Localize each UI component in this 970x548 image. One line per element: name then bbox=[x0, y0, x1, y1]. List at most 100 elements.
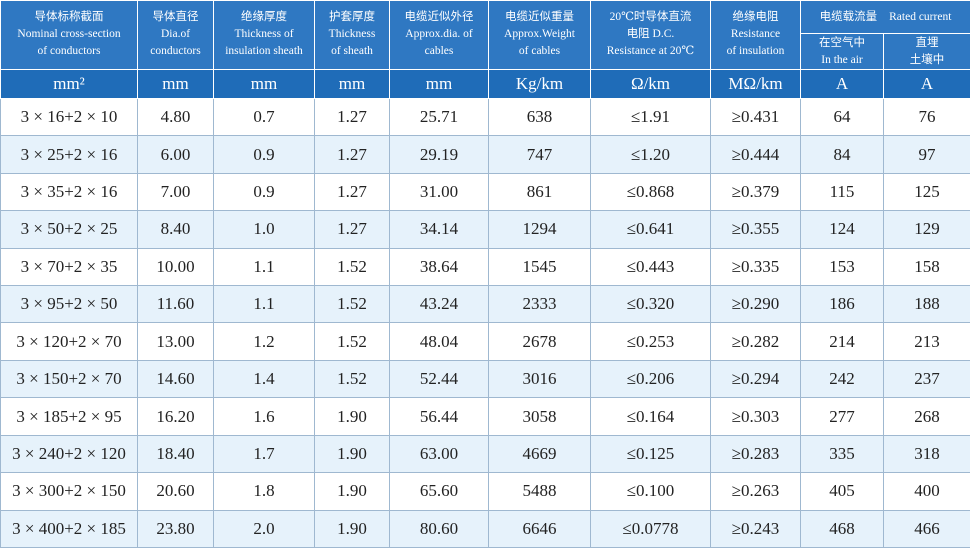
data-cell: 16.20 bbox=[137, 397, 214, 436]
data-cell: ≥0.444 bbox=[710, 135, 801, 174]
data-cell: ≥0.379 bbox=[710, 172, 801, 212]
data-cell: ≥0.283 bbox=[710, 434, 801, 474]
data-cell: 3 × 50+2 × 25 bbox=[0, 210, 138, 249]
data-cell: ≥0.263 bbox=[710, 472, 801, 511]
data-cell: 63.00 bbox=[389, 434, 489, 474]
data-cell: 213 bbox=[882, 322, 970, 361]
data-cell: 1.7 bbox=[213, 434, 315, 474]
data-cell: 0.7 bbox=[213, 98, 315, 137]
header-line: 在空气中 bbox=[819, 36, 865, 49]
data-cell: 38.64 bbox=[389, 247, 489, 287]
data-cell: 31.00 bbox=[389, 172, 489, 212]
header-row: 导体标称截面 Nominal cross-section of conductors… bbox=[0, 0, 970, 70]
data-cell: 18.40 bbox=[137, 434, 214, 474]
data-cell: 7.00 bbox=[137, 172, 214, 212]
data-cell: 1.90 bbox=[314, 434, 390, 474]
data-cell: ≤0.164 bbox=[590, 397, 711, 436]
data-cell: 23.80 bbox=[137, 509, 214, 548]
header-line: 电缆近似外径 bbox=[404, 11, 474, 24]
data-row: 3 × 300+2 × 150 20.60 1.8 1.90 65.60 5488 ≤0.1… bbox=[0, 472, 970, 511]
header-line: 电缆载流量 bbox=[819, 10, 878, 23]
data-cell: ≥0.294 bbox=[710, 359, 801, 399]
data-cell: 29.19 bbox=[389, 135, 489, 174]
unit-cell: mm bbox=[213, 68, 315, 100]
data-cell: 318 bbox=[882, 434, 970, 474]
data-cell: ≥0.243 bbox=[710, 509, 801, 548]
data-cell: 1.27 bbox=[314, 210, 390, 249]
header-line: Nominal cross-section bbox=[17, 28, 121, 41]
data-cell: 214 bbox=[800, 322, 884, 361]
data-cell: 268 bbox=[882, 397, 970, 436]
data-cell: 48.04 bbox=[389, 322, 489, 361]
column-header: 导体标称截面 Nominal cross-section of conductors bbox=[0, 0, 138, 70]
data-cell: 277 bbox=[800, 397, 884, 436]
unit-cell: Kg/km bbox=[488, 68, 591, 100]
data-cell: 638 bbox=[488, 98, 591, 137]
data-cell: 64 bbox=[800, 98, 884, 137]
data-cell: 3 × 300+2 × 150 bbox=[0, 472, 138, 511]
data-cell: 11.60 bbox=[137, 285, 214, 324]
data-row: 3 × 95+2 × 50 11.60 1.1 1.52 43.24 2333 ≤0.320… bbox=[0, 285, 970, 324]
header-line: Resistance at 20℃ bbox=[606, 45, 695, 58]
data-cell: 56.44 bbox=[389, 397, 489, 436]
data-cell: 8.40 bbox=[137, 210, 214, 249]
data-cell: 188 bbox=[882, 285, 970, 324]
data-cell: 125 bbox=[882, 172, 970, 212]
data-cell: 6646 bbox=[488, 509, 591, 548]
data-cell: ≤0.125 bbox=[590, 434, 711, 474]
data-row: 3 × 185+2 × 95 16.20 1.6 1.90 56.44 3058 ≤0.16… bbox=[0, 397, 970, 436]
data-cell: 405 bbox=[800, 472, 884, 511]
header-row: 在空气中 In the air 直埋 土壤中 bbox=[1, 33, 970, 70]
data-cell: 129 bbox=[882, 210, 970, 249]
data-cell: 65.60 bbox=[389, 472, 489, 511]
header-line: insulation sheath bbox=[225, 45, 303, 58]
data-cell: 3 × 16+2 × 10 bbox=[0, 98, 138, 137]
header-line: 直埋 bbox=[915, 36, 939, 49]
data-cell: 76 bbox=[882, 98, 970, 137]
unit-cell: A bbox=[882, 68, 970, 100]
data-cell: ≤0.100 bbox=[590, 472, 711, 511]
data-cell: 1.2 bbox=[213, 322, 315, 361]
data-cell: 158 bbox=[882, 247, 970, 287]
data-cell: 466 bbox=[882, 509, 970, 548]
data-cell: ≤0.253 bbox=[590, 322, 711, 361]
data-cell: ≤0.320 bbox=[590, 285, 711, 324]
data-cell: 43.24 bbox=[389, 285, 489, 324]
data-cell: 3 × 120+2 × 70 bbox=[0, 322, 138, 361]
data-cell: 1.90 bbox=[314, 509, 390, 548]
column-header: 绝缘电阻 Resistance of insulation bbox=[710, 0, 801, 70]
data-cell: ≥0.303 bbox=[710, 397, 801, 436]
unit-cell: mm bbox=[389, 68, 489, 100]
data-cell: 1.27 bbox=[314, 98, 390, 137]
data-cell: 1294 bbox=[488, 210, 591, 249]
data-cell: 747 bbox=[488, 135, 591, 174]
header-line: 20℃时导体直流 bbox=[609, 11, 692, 24]
sub-header: 直埋 土壤中 bbox=[882, 33, 970, 70]
data-cell: 1.52 bbox=[314, 247, 390, 287]
header-line: Approx.dia. of bbox=[405, 28, 473, 41]
data-cell: 3058 bbox=[488, 397, 591, 436]
data-row: 3 × 35+2 × 16 7.00 0.9 1.27 31.00 861 ≤0.868 ≥0… bbox=[0, 172, 970, 212]
data-cell: 3 × 35+2 × 16 bbox=[0, 172, 138, 212]
data-cell: ≤0.206 bbox=[590, 359, 711, 399]
data-row: 3 × 70+2 × 35 10.00 1.1 1.52 38.64 1545 ≤0.443… bbox=[0, 247, 970, 287]
data-cell: 1.52 bbox=[314, 322, 390, 361]
unit-cell: Ω/km bbox=[590, 68, 711, 100]
data-cell: 3 × 70+2 × 35 bbox=[0, 247, 138, 287]
header-line: 绝缘厚度 bbox=[241, 11, 287, 24]
header-line: 电阻 D.C. bbox=[626, 28, 675, 41]
data-cell: 20.60 bbox=[137, 472, 214, 511]
data-cell: 1.27 bbox=[314, 135, 390, 174]
sub-header: 在空气中 In the air bbox=[800, 33, 884, 70]
data-cell: 124 bbox=[800, 210, 884, 249]
data-cell: ≥0.431 bbox=[710, 98, 801, 137]
data-cell: ≤1.91 bbox=[590, 98, 711, 137]
data-cell: 2.0 bbox=[213, 509, 315, 548]
units-row: mm² mm mm mm mm Kg/km Ω/km MΩ/km A A bbox=[0, 68, 970, 100]
header-line: 导体直径 bbox=[152, 11, 199, 24]
data-cell: 52.44 bbox=[389, 359, 489, 399]
data-cell: 2678 bbox=[488, 322, 591, 361]
header-line: Thickness of bbox=[234, 28, 294, 41]
data-cell: 4669 bbox=[488, 434, 591, 474]
